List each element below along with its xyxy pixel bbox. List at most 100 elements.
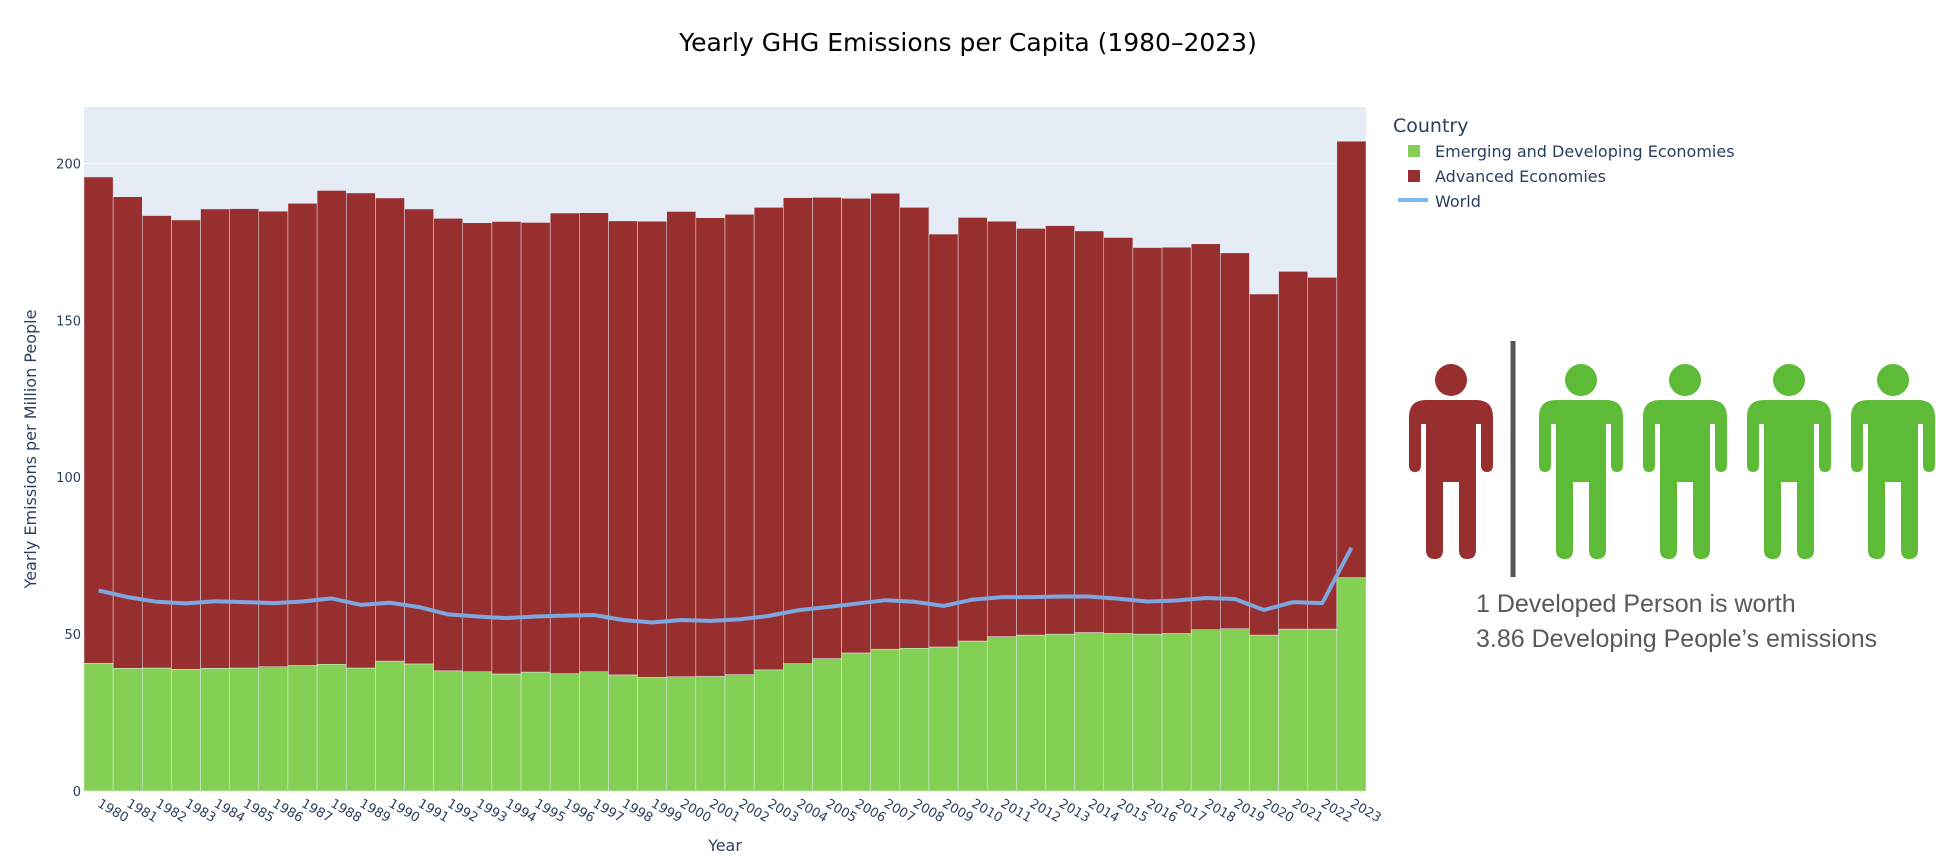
bar-advanced xyxy=(1278,271,1308,630)
person-head xyxy=(1877,364,1909,396)
bar-emerging xyxy=(229,667,260,792)
bar-advanced xyxy=(608,220,638,676)
x-tick-label: 1991 xyxy=(415,796,451,826)
bar-emerging xyxy=(1161,633,1192,792)
y-tick-label: 200 xyxy=(56,157,81,172)
bar-emerging xyxy=(258,666,289,792)
x-axis-ticks: 1980198119821983198419851986198719881989… xyxy=(95,796,1384,826)
bar-emerging xyxy=(1307,628,1338,792)
caption-line-2: 3.86 Developing People’s emissions xyxy=(1476,625,1878,653)
legend-label-world: World xyxy=(1435,192,1481,211)
legend-swatch-advanced xyxy=(1408,170,1420,182)
bar-advanced xyxy=(666,211,697,678)
x-tick-label: 1986 xyxy=(269,796,305,826)
legend-title: Country xyxy=(1393,115,1468,137)
bar-emerging xyxy=(462,671,493,792)
world-line xyxy=(98,546,1354,625)
bar-emerging xyxy=(753,669,784,792)
caption-line-1: 1 Developed Person is worth xyxy=(1476,590,1796,618)
x-tick-label: 2012 xyxy=(1027,796,1063,826)
bar-advanced xyxy=(986,220,1017,637)
bar-advanced xyxy=(1307,277,1338,630)
bar-advanced xyxy=(491,221,522,675)
bar-emerging xyxy=(783,663,813,792)
bar-emerging xyxy=(1220,628,1250,792)
bar-advanced xyxy=(1074,230,1105,633)
bar-advanced xyxy=(316,190,347,665)
bar-advanced xyxy=(753,207,784,671)
bar-advanced xyxy=(724,214,755,675)
developing-person-icon xyxy=(1851,364,1935,559)
bar-advanced xyxy=(579,212,609,673)
bar-emerging xyxy=(724,674,755,792)
x-tick-label: 2021 xyxy=(1289,796,1325,826)
bar-advanced xyxy=(1161,247,1192,634)
person-body xyxy=(1409,400,1493,559)
bar-emerging xyxy=(1336,577,1367,792)
x-tick-label: 1988 xyxy=(328,796,364,826)
x-tick-label: 2017 xyxy=(1173,796,1209,826)
bar-emerging xyxy=(491,673,522,792)
x-tick-label: 2005 xyxy=(823,796,859,826)
legend-label-emerging: Emerging and Developing Economies xyxy=(1435,142,1735,161)
x-tick-label: 1997 xyxy=(590,796,626,826)
x-tick-label: 1993 xyxy=(473,796,509,826)
legend: Country Emerging and Developing Economie… xyxy=(1393,115,1735,211)
bar-emerging xyxy=(666,676,697,792)
bar-emerging xyxy=(171,669,201,792)
bar-advanced xyxy=(695,217,726,677)
bar-advanced xyxy=(1132,247,1163,635)
bar-advanced xyxy=(433,218,464,672)
bars xyxy=(83,140,1367,792)
bar-advanced xyxy=(142,215,172,669)
bar-advanced xyxy=(200,208,230,669)
bar-emerging xyxy=(899,647,930,792)
bar-advanced xyxy=(83,176,114,664)
bar-emerging xyxy=(1190,629,1221,792)
y-tick-label: 100 xyxy=(56,471,81,486)
bar-advanced xyxy=(957,217,988,642)
bar-advanced xyxy=(1220,252,1250,630)
x-tick-label: 2023 xyxy=(1347,796,1383,826)
bar-advanced xyxy=(520,222,551,673)
bar-emerging xyxy=(1045,633,1075,792)
person-body xyxy=(1851,400,1935,559)
people-infographic xyxy=(1409,364,1935,559)
x-tick-label: 2003 xyxy=(765,796,801,826)
x-tick-label: 2010 xyxy=(969,796,1005,826)
x-tick-label: 2022 xyxy=(1318,796,1354,826)
bar-emerging xyxy=(112,668,143,792)
x-tick-label: 1996 xyxy=(561,796,597,826)
bar-advanced xyxy=(404,208,434,665)
bar-advanced xyxy=(783,197,813,664)
bar-emerging xyxy=(1016,634,1046,792)
x-tick-label: 1992 xyxy=(444,796,480,826)
x-tick-label: 2011 xyxy=(998,796,1034,826)
bar-advanced xyxy=(171,219,201,670)
developing-person-icon xyxy=(1643,364,1727,559)
bar-emerging xyxy=(433,670,464,792)
bar-advanced xyxy=(1336,140,1367,578)
bar-advanced xyxy=(229,208,260,669)
bar-emerging xyxy=(579,671,609,792)
bar-advanced xyxy=(1103,237,1134,634)
bar-emerging xyxy=(375,660,405,792)
y-tick-label: 0 xyxy=(73,785,81,800)
x-tick-label: 1981 xyxy=(124,796,160,826)
developed-person-icon xyxy=(1409,364,1493,559)
x-tick-label: 2008 xyxy=(910,796,946,826)
x-tick-label: 2013 xyxy=(1056,796,1092,826)
bar-emerging xyxy=(841,652,871,792)
bar-emerging xyxy=(1132,633,1163,792)
bar-emerging xyxy=(812,658,842,792)
bar-emerging xyxy=(1249,634,1279,792)
bar-advanced xyxy=(899,207,930,649)
bar-emerging xyxy=(986,636,1017,792)
bar-emerging xyxy=(345,667,376,792)
bar-emerging xyxy=(200,668,230,792)
x-tick-label: 2004 xyxy=(794,796,830,826)
bar-emerging xyxy=(1074,632,1105,792)
bar-emerging xyxy=(287,665,318,792)
x-tick-label: 2020 xyxy=(1260,796,1296,826)
